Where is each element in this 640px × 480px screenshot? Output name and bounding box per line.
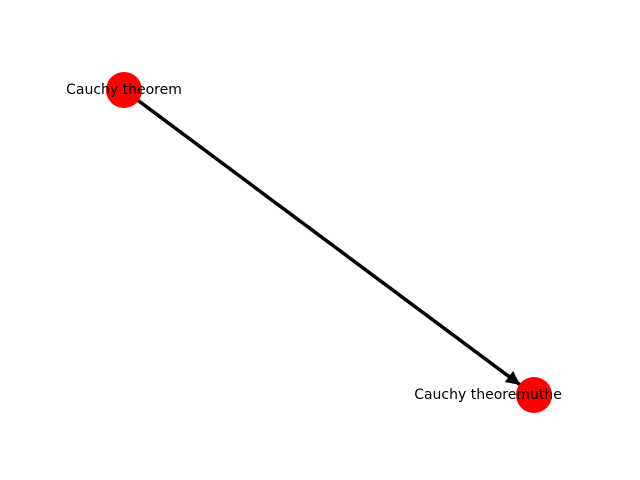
node-source-label: Cauchy theorem bbox=[66, 82, 182, 98]
node-target-label: Cauchy theoremuthe bbox=[414, 387, 562, 403]
node-source bbox=[106, 72, 142, 108]
edge-source-to-target bbox=[122, 88, 521, 386]
node-target bbox=[516, 377, 552, 413]
